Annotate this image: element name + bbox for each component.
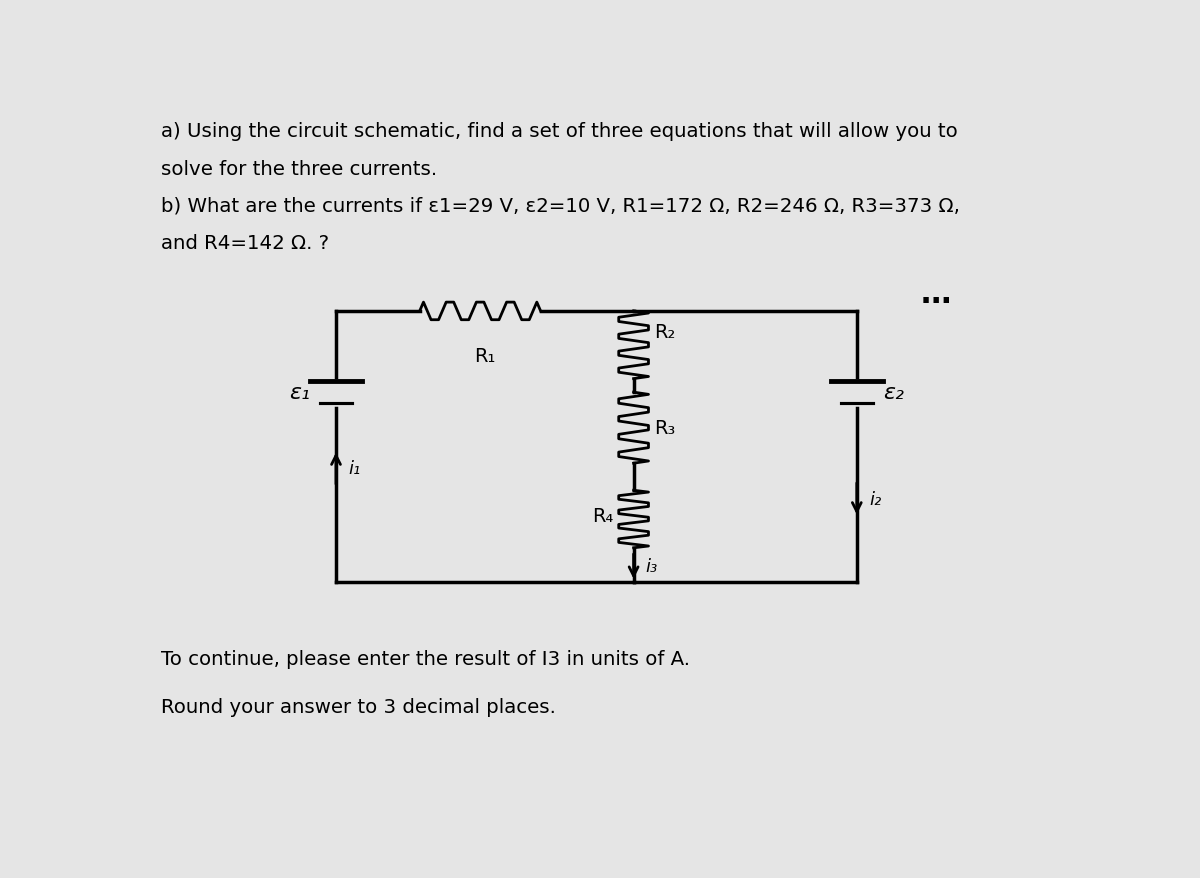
Text: a) Using the circuit schematic, find a set of three equations that will allow yo: a) Using the circuit schematic, find a s… [161,122,958,141]
Text: i₁: i₁ [348,459,360,478]
Text: R₄: R₄ [592,507,613,526]
Text: and R4=142 Ω. ?: and R4=142 Ω. ? [161,234,329,253]
Text: ε₁: ε₁ [289,383,310,403]
Text: i₂: i₂ [869,491,881,508]
Text: i₃: i₃ [646,558,658,575]
Text: b) What are the currents if ε1=29 V, ε2=10 V, R1=172 Ω, R2=246 Ω, R3=373 Ω,: b) What are the currents if ε1=29 V, ε2=… [161,197,960,216]
Text: solve for the three currents.: solve for the three currents. [161,160,437,178]
Text: To continue, please enter the result of I3 in units of A.: To continue, please enter the result of … [161,650,690,668]
Text: Round your answer to 3 decimal places.: Round your answer to 3 decimal places. [161,697,556,716]
Text: ε₂: ε₂ [883,383,904,403]
Text: R₂: R₂ [654,322,676,342]
Text: R₃: R₃ [654,419,676,437]
Text: R₁: R₁ [474,347,496,366]
Text: …: … [920,280,952,309]
